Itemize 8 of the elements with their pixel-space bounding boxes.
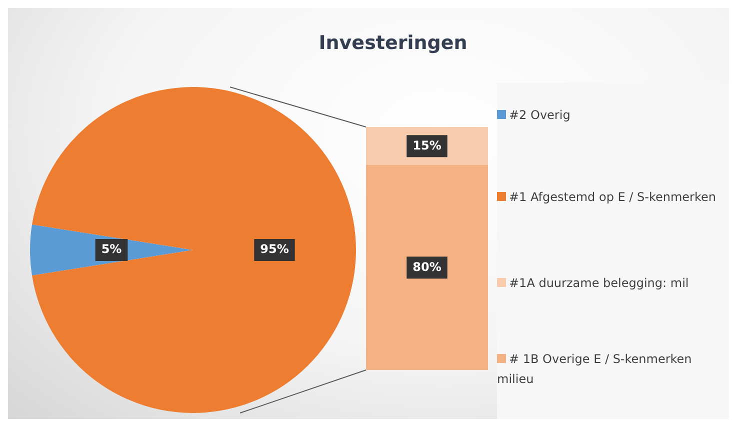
legend-label: #2 Overig [509, 108, 570, 122]
legend-label: # 1B Overige E / S-kenmerken milieu [497, 352, 692, 386]
data-label: 5% [101, 242, 122, 256]
chart-title: Investeringen [318, 32, 468, 54]
data-label: 80% [412, 260, 442, 274]
legend-label: #1A duurzame belegging: mil [509, 276, 689, 290]
data-label: 15% [412, 138, 442, 152]
legend-label: #1 Afgestemd op E / S-kenmerken [509, 190, 716, 204]
